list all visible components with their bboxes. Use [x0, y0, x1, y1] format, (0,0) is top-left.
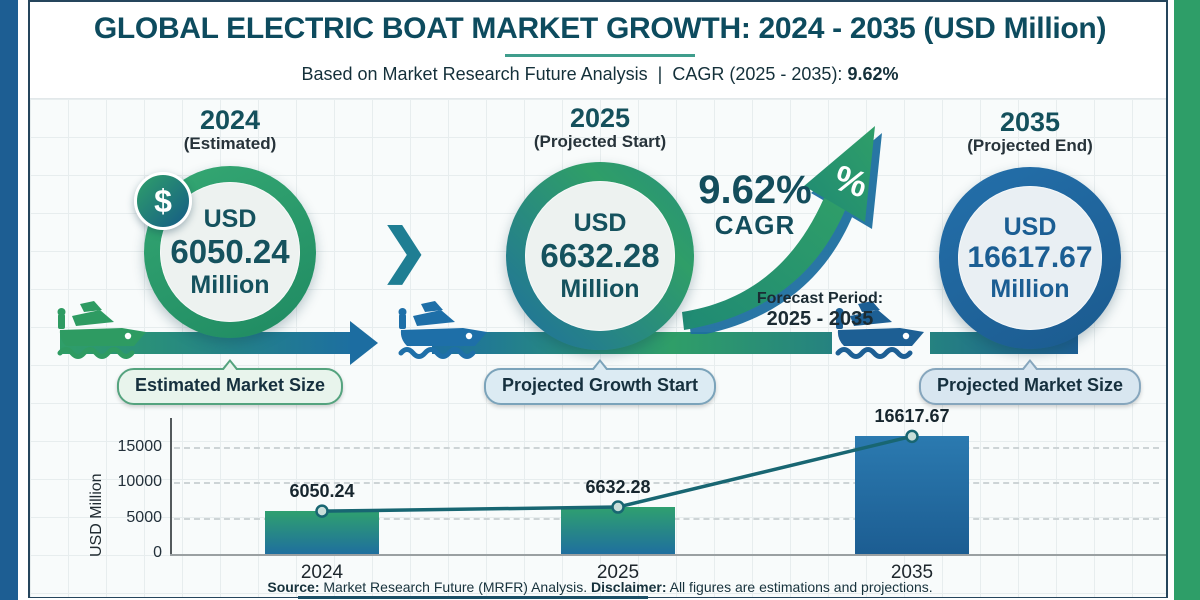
bar-chart: 0 5000 10000 15000 6050.24 2024 6632.28 2025 166… — [118, 406, 1162, 583]
subtitle: Based on Market Research Future Analysis… — [40, 64, 1160, 85]
milestone-2025-tag: (Projected Start) — [533, 132, 667, 152]
source-text: Market Research Future (MRFR) Analysis. — [323, 579, 588, 595]
unit-label: Million — [560, 274, 640, 303]
label-estimated-market-size: Estimated Market Size — [116, 359, 344, 405]
bar-value-label: 6632.28 — [585, 477, 651, 498]
dollar-icon: $ — [134, 172, 192, 230]
timeline-arrowhead — [350, 321, 378, 365]
y-tick-label: 15000 — [117, 437, 163, 455]
cagr-label: CAGR — [714, 210, 796, 240]
gridline — [174, 446, 1159, 449]
bar — [855, 436, 969, 554]
footer-rule — [298, 596, 648, 599]
disclaimer-text: All figures are estimations and projecti… — [669, 579, 933, 595]
bar — [265, 511, 379, 554]
source-label: Source: — [267, 579, 320, 595]
milestone-2035-tag: (Projected End) — [967, 136, 1093, 156]
label-projected-market-size: Projected Market Size — [918, 359, 1142, 405]
market-value-2024: 6050.24 — [170, 233, 290, 271]
bar-value-label: 6050.24 — [289, 481, 355, 502]
x-axis-line — [170, 554, 1166, 556]
y-axis-line — [170, 418, 172, 555]
market-circle-2035: USD 16617.67 Million — [939, 167, 1121, 349]
boat-icon — [57, 301, 146, 359]
unit-label: Million — [190, 270, 270, 299]
milestone-2024-year: 2024 — [199, 105, 261, 135]
milestone-2024-heading: 2024 (Estimated) — [100, 106, 360, 154]
cagr-callout: 9.62% CAGR — [675, 170, 835, 241]
forecast-label: Forecast Period: — [756, 290, 884, 307]
market-value-2035: 16617.67 — [967, 240, 1093, 274]
growth-arrow-icon: % — [682, 126, 882, 334]
left-accent-stripe — [0, 0, 18, 600]
milestone-2035-year: 2035 — [999, 107, 1061, 137]
currency-label: USD — [203, 205, 257, 234]
subtitle-prefix: Based on Market Research Future Analysis — [301, 64, 648, 84]
right-accent-stripe — [1174, 0, 1200, 600]
y-tick-label: 10000 — [117, 473, 163, 491]
currency-label: USD — [1003, 212, 1057, 241]
subtitle-cagr-label: CAGR (2025 - 2035): — [672, 64, 843, 84]
x-tick-label: 2035 — [890, 562, 934, 583]
title-underline — [505, 54, 695, 57]
x-tick-label: 2024 — [300, 562, 344, 583]
milestone-2025-year: 2025 — [569, 103, 631, 133]
forecast-period: Forecast Period: 2025 - 2035 — [735, 290, 905, 331]
disclaimer-label: Disclaimer: — [591, 579, 667, 595]
chevron-right-icon: ❯ — [380, 218, 429, 283]
bar-value-label: 16617.67 — [874, 406, 950, 427]
unit-label: Million — [990, 275, 1070, 304]
milestone-2035-heading: 2035 (Projected End) — [900, 108, 1160, 156]
y-tick-label: 0 — [153, 544, 162, 561]
market-value-2025: 6632.28 — [540, 237, 660, 275]
source-note: Source: Market Research Future (MRFR) An… — [40, 579, 1160, 595]
label-projected-growth-start: Projected Growth Start — [483, 359, 717, 405]
milestone-2025-heading: 2025 (Projected Start) — [470, 104, 730, 152]
subtitle-cagr-value: 9.62% — [847, 64, 899, 84]
boat-icon — [835, 301, 924, 359]
market-circle-2025: USD 6632.28 Million — [506, 162, 694, 350]
boat-icon — [398, 301, 487, 359]
forecast-range: 2025 - 2035 — [766, 308, 874, 330]
bar — [561, 507, 675, 554]
x-tick-label: 2025 — [596, 562, 640, 583]
cagr-value: 9.62% — [698, 168, 812, 212]
y-tick-label: 5000 — [126, 508, 162, 526]
currency-label: USD — [573, 209, 627, 238]
page-title: GLOBAL ELECTRIC BOAT MARKET GROWTH: 2024… — [93, 12, 1107, 45]
subtitle-separator: | — [657, 64, 663, 84]
milestone-2024-tag: (Estimated) — [183, 134, 277, 154]
